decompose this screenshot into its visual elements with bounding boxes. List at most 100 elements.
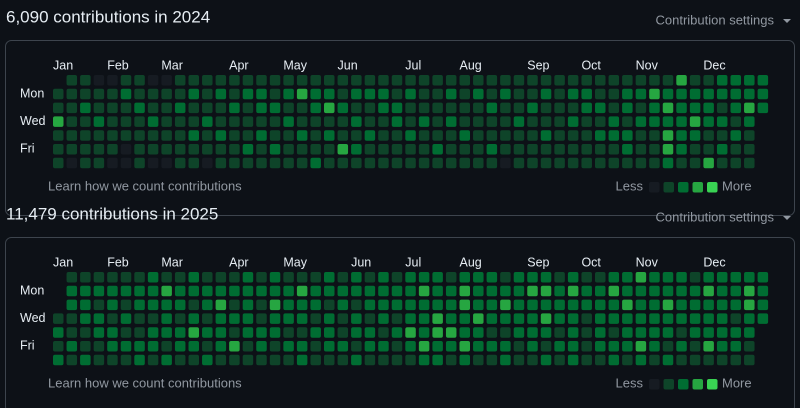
contribution-cell[interactable] [269,130,281,141]
contribution-cell[interactable] [500,116,511,127]
contribution-cell[interactable] [310,341,321,352]
contribution-cell[interactable] [622,341,633,352]
contribution-cell[interactable] [689,341,701,352]
contribution-cell[interactable] [147,130,159,141]
contribution-cell[interactable] [486,75,498,86]
contribution-cell[interactable] [215,285,227,297]
contribution-cell[interactable] [107,102,118,114]
contribution-cell[interactable] [676,272,687,283]
contribution-cell[interactable] [500,354,511,366]
contribution-cell[interactable] [378,327,389,338]
contribution-cell[interactable] [716,144,728,155]
contribution-cell[interactable] [581,299,592,311]
contribution-cell[interactable] [567,313,579,324]
contribution-cell[interactable] [53,327,64,338]
contribution-cell[interactable] [324,88,335,100]
contribution-cell[interactable] [554,299,565,311]
contribution-cell[interactable] [66,313,78,324]
contribution-cell[interactable] [595,75,606,86]
contribution-cell[interactable] [256,272,267,283]
contribution-cell[interactable] [635,313,647,324]
contribution-cell[interactable] [310,354,321,366]
contribution-cell[interactable] [188,313,200,324]
contribution-cell[interactable] [256,88,267,100]
contribution-cell[interactable] [93,285,105,297]
contribution-cell[interactable] [581,285,592,297]
contribution-cell[interactable] [229,354,240,366]
contribution-cell[interactable] [53,144,64,155]
contribution-cell[interactable] [364,327,376,338]
contribution-cell[interactable] [649,327,660,338]
learn-link[interactable]: Learn how we count contributions [48,178,242,193]
contribution-cell[interactable] [283,130,294,141]
contribution-cell[interactable] [93,102,105,114]
contribution-cell[interactable] [567,354,579,366]
contribution-cell[interactable] [269,75,281,86]
contribution-cell[interactable] [107,327,118,338]
contribution-cell[interactable] [716,102,728,114]
contribution-cell[interactable] [364,341,376,352]
contribution-cell[interactable] [93,272,105,283]
contribution-cell[interactable] [364,116,376,127]
contribution-cell[interactable] [418,144,430,155]
contribution-cell[interactable] [622,157,633,169]
contribution-cell[interactable] [500,285,511,297]
contribution-cell[interactable] [364,285,376,297]
contribution-cell[interactable] [595,102,606,114]
contribution-cell[interactable] [53,341,64,352]
contribution-cell[interactable] [689,102,701,114]
contribution-cell[interactable] [432,313,443,324]
contribution-cell[interactable] [242,299,254,311]
contribution-cell[interactable] [757,272,769,283]
contribution-cell[interactable] [147,88,159,100]
contribution-cell[interactable] [513,313,525,324]
contribution-cell[interactable] [540,144,552,155]
contribution-cell[interactable] [364,102,376,114]
contribution-cell[interactable] [405,313,416,324]
contribution-cell[interactable] [473,313,484,324]
contribution-cell[interactable] [161,299,172,311]
contribution-cell[interactable] [608,313,620,324]
contribution-cell[interactable] [256,75,267,86]
contribution-cell[interactable] [486,144,498,155]
contribution-cell[interactable] [188,285,200,297]
contribution-cell[interactable] [80,313,91,324]
contribution-cell[interactable] [310,75,321,86]
contribution-cell[interactable] [540,354,552,366]
contribution-cell[interactable] [608,327,620,338]
contribution-cell[interactable] [689,285,701,297]
contribution-cell[interactable] [473,327,484,338]
contribution-cell[interactable] [296,130,308,141]
contribution-cell[interactable] [391,354,403,366]
contribution-cell[interactable] [107,157,118,169]
contribution-cell[interactable] [703,88,714,100]
contribution-cell[interactable] [432,116,443,127]
contribution-cell[interactable] [80,75,91,86]
contribution-cell[interactable] [120,354,132,366]
contribution-cell[interactable] [445,88,457,100]
contribution-cell[interactable] [337,354,349,366]
contribution-cell[interactable] [134,299,145,311]
contribution-cell[interactable] [445,130,457,141]
contribution-cell[interactable] [256,313,267,324]
contribution-cell[interactable] [161,102,172,114]
contribution-cell[interactable] [730,116,742,127]
contribution-cell[interactable] [486,285,498,297]
contribution-cell[interactable] [66,102,78,114]
contribution-cell[interactable] [500,144,511,155]
contribution-cell[interactable] [459,327,471,338]
contribution-cell[interactable] [242,285,254,297]
contribution-cell[interactable] [324,130,335,141]
contribution-cell[interactable] [500,299,511,311]
contribution-cell[interactable] [459,116,471,127]
contribution-cell[interactable] [391,299,403,311]
contribution-cell[interactable] [432,327,443,338]
contribution-cell[interactable] [716,285,728,297]
contribution-cell[interactable] [269,272,281,283]
contribution-cell[interactable] [581,130,592,141]
contribution-cell[interactable] [716,272,728,283]
contribution-cell[interactable] [215,75,227,86]
contribution-cell[interactable] [378,157,389,169]
contribution-cell[interactable] [486,272,498,283]
contribution-cell[interactable] [527,272,538,283]
